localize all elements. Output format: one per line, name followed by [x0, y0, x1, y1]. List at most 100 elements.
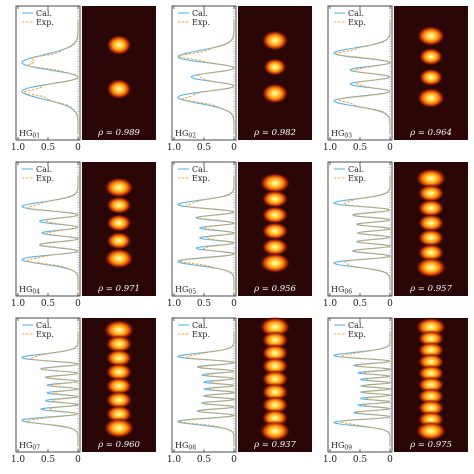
beam-lobe	[259, 252, 291, 274]
beam-lobe	[261, 370, 289, 388]
rho-label: ρ = 0.956	[253, 284, 296, 294]
beam-lobe	[103, 319, 135, 341]
beam-lobe	[416, 25, 446, 47]
beam-lobe	[417, 184, 445, 203]
mode-label-base: HG	[19, 129, 32, 138]
x-tick-label: 0	[387, 143, 393, 153]
beam-lobe	[417, 399, 445, 417]
legend-exp-label: Exp.	[192, 174, 210, 183]
beam-lobe	[261, 357, 289, 375]
x-tick-label: 1.0	[323, 455, 338, 465]
mode-label-sub: 09	[344, 445, 352, 452]
x-tick-label: 1.0	[323, 299, 338, 309]
beam-lobe	[259, 420, 291, 442]
mode-label-base: HG	[331, 129, 344, 138]
x-tick-label: 0	[387, 299, 393, 309]
beam-lobe	[106, 34, 132, 56]
beam-lobe	[106, 78, 132, 100]
beam-lobe	[106, 196, 132, 215]
beam-lobe	[261, 383, 289, 401]
beam-lobe	[261, 238, 289, 256]
legend-exp-label: Exp.	[36, 330, 54, 339]
beam-lobe	[261, 396, 289, 414]
exp-curve	[336, 20, 391, 134]
beam-lobe	[106, 231, 132, 250]
mode-label-sub: 06	[344, 289, 352, 296]
panel-hg03: 1.0 0.5 0 Cal.Exp. HG03 ρ = 0.964	[323, 5, 468, 153]
x-tick-label: 1.0	[323, 143, 338, 153]
rho-label: ρ = 0.982	[253, 128, 296, 138]
mode-label: HG06	[331, 285, 352, 296]
exp-curve	[26, 332, 80, 446]
beam-lobe	[263, 58, 287, 76]
x-tick-label: 0.5	[41, 299, 56, 309]
x-tick-label: 0.5	[353, 455, 368, 465]
beam-lobe	[259, 316, 291, 338]
x-tick-label: 0	[75, 299, 81, 309]
beam-lobe	[105, 349, 133, 367]
beam-lobe	[417, 376, 445, 394]
beam-lobe	[261, 83, 289, 104]
beam-lobe	[417, 214, 445, 232]
x-tick-label: 0.5	[353, 299, 368, 309]
exp-curve	[342, 176, 391, 290]
beam-lobe	[105, 335, 133, 353]
legend-exp-label: Exp.	[348, 174, 366, 183]
mode-label: HG01	[19, 129, 40, 140]
beam-lobe	[417, 330, 445, 347]
x-tick-label: 0.5	[41, 455, 56, 465]
exp-curve	[178, 332, 236, 446]
x-tick-label: 1.0	[11, 299, 26, 309]
x-tick-label: 0.5	[197, 455, 212, 465]
x-tick-label: 0	[75, 455, 81, 465]
mode-label-base: HG	[175, 285, 188, 294]
mode-label: HG09	[331, 441, 352, 452]
beam-lobe	[261, 344, 289, 362]
legend-exp-label: Exp.	[192, 18, 210, 27]
x-tick-label: 0	[231, 143, 237, 153]
rho-label: ρ = 0.975	[409, 440, 452, 450]
legend-cal-label: Cal.	[36, 321, 52, 330]
x-tick-label: 0.5	[197, 299, 212, 309]
mode-label-sub: 07	[32, 445, 40, 452]
beam-lobe	[261, 222, 289, 240]
panel-hg01: 1.0 0.5 0 Cal.Exp. HG01 ρ = 0.989	[11, 5, 156, 153]
x-tick-label: 1.0	[167, 143, 182, 153]
mode-label: HG04	[19, 285, 40, 296]
beam-lobe	[415, 257, 447, 278]
rho-label: ρ = 0.971	[97, 284, 140, 294]
beam-lobe	[259, 172, 291, 194]
x-tick-label: 1.0	[167, 299, 182, 309]
beam-lobe	[261, 30, 289, 51]
beam-lobe	[261, 206, 289, 224]
panel-hg05: 1.0 0.5 0 Cal.Exp. HG05 ρ = 0.956	[167, 161, 312, 309]
panel-hg08: 1.0 0.5 0 Cal.Exp. HG08 ρ = 0.937	[167, 316, 312, 465]
legend-exp-label: Exp.	[36, 174, 54, 183]
legend-cal-label: Cal.	[36, 9, 52, 18]
beam-lobe	[415, 168, 447, 189]
beam-lobe	[417, 243, 445, 262]
x-tick-label: 0	[75, 143, 81, 153]
legend-cal-label: Cal.	[348, 165, 364, 174]
rho-label: ρ = 0.964	[409, 128, 452, 138]
mode-label-base: HG	[175, 441, 188, 450]
beam-lobe	[417, 353, 445, 371]
beam-lobe	[104, 248, 134, 269]
mode-label-sub: 08	[188, 445, 196, 452]
mode-label-sub: 04	[32, 289, 40, 296]
beam-image	[82, 6, 156, 140]
legend-exp-label: Exp.	[36, 18, 54, 27]
panel-hg09: 1.0 0.5 0 Cal.Exp. HG09 ρ = 0.975	[323, 317, 468, 465]
beam-lobe	[415, 421, 447, 441]
x-tick-label: 1.0	[167, 455, 182, 465]
legend-cal-label: Cal.	[192, 321, 208, 330]
plot-frame	[327, 161, 393, 297]
beam-lobe	[417, 341, 445, 359]
rho-label: ρ = 0.937	[253, 440, 296, 450]
x-tick-label: 1.0	[11, 455, 26, 465]
beam-lobe	[105, 377, 133, 395]
mode-label-sub: 03	[344, 133, 352, 140]
beam-lobe	[417, 228, 445, 247]
beam-lobe	[418, 68, 444, 87]
